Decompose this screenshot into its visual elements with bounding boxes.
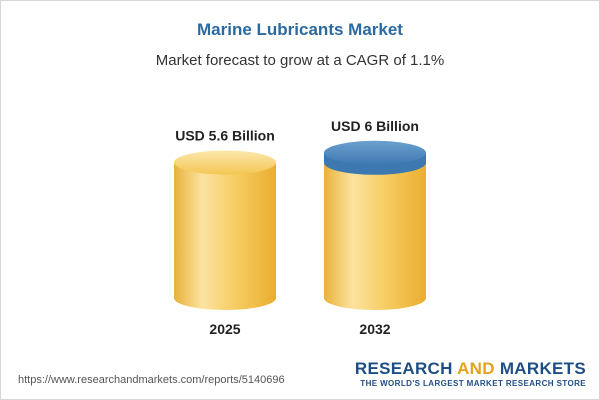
- brand-logo: RESEARCH AND MARKETS THE WORLD'S LARGEST…: [355, 360, 586, 390]
- category-label: 2032: [359, 321, 390, 337]
- data-label: USD 6 Billion: [331, 118, 419, 134]
- bar-top-cap: [174, 150, 276, 175]
- data-label: USD 5.6 Billion: [175, 127, 275, 143]
- bar-top-cap: [324, 140, 426, 165]
- chart-subtitle: Market forecast to grow at a CAGR of 1.1…: [155, 52, 445, 69]
- chart-title: Marine Lubricants Market: [197, 20, 403, 39]
- bar-body: [174, 162, 276, 310]
- brand-name-and: AND: [457, 359, 495, 378]
- brand-tagline: THE WORLD'S LARGEST MARKET RESEARCH STOR…: [360, 379, 586, 388]
- category-label: 2025: [209, 321, 240, 337]
- bar-2025: USD 5.6 Billion 2025: [174, 127, 276, 337]
- brand-name-part3: MARKETS: [494, 359, 586, 378]
- brand-name-part1: RESEARCH: [354, 359, 458, 378]
- bar-2032: USD 6 Billion 2032: [324, 118, 426, 337]
- bar-body: [324, 152, 426, 310]
- brand-name: RESEARCH AND MARKETS: [355, 360, 586, 378]
- source-url[interactable]: https://www.researchandmarkets.com/repor…: [18, 374, 285, 386]
